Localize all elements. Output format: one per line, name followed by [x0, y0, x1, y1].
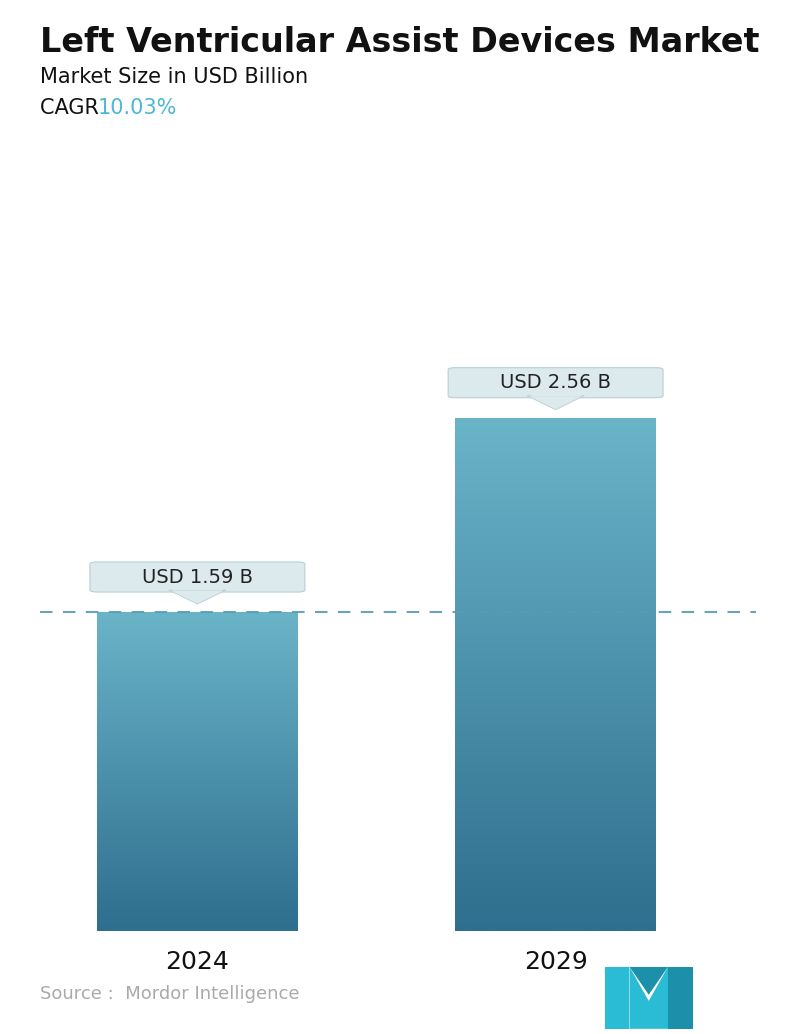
Polygon shape [530, 393, 581, 396]
Polygon shape [630, 967, 668, 1029]
Text: 10.03%: 10.03% [98, 98, 178, 118]
FancyBboxPatch shape [448, 368, 663, 398]
Polygon shape [527, 396, 584, 409]
Polygon shape [169, 590, 226, 604]
Polygon shape [173, 587, 223, 590]
Text: Source :  Mordor Intelligence: Source : Mordor Intelligence [40, 985, 299, 1003]
Text: USD 1.59 B: USD 1.59 B [142, 568, 253, 586]
Text: CAGR: CAGR [40, 98, 112, 118]
FancyBboxPatch shape [90, 561, 305, 592]
Text: USD 2.56 B: USD 2.56 B [500, 373, 611, 392]
Polygon shape [630, 967, 668, 995]
Text: Left Ventricular Assist Devices Market: Left Ventricular Assist Devices Market [40, 26, 759, 59]
Text: Market Size in USD Billion: Market Size in USD Billion [40, 67, 308, 87]
Polygon shape [605, 967, 630, 1029]
Polygon shape [668, 967, 693, 1029]
